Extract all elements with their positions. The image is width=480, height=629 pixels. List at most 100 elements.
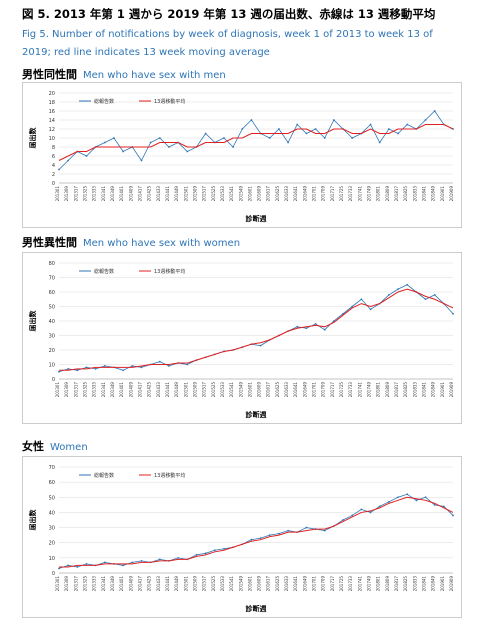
data-point <box>232 146 234 148</box>
section-subtitle: Men who have sex with women <box>83 238 241 249</box>
y-tick-label: 4 <box>52 163 55 169</box>
data-point <box>424 298 427 301</box>
x-tick-label: 201449 <box>174 382 179 398</box>
data-point <box>158 558 161 561</box>
data-point <box>58 168 60 171</box>
y-tick-label: 12 <box>49 127 55 133</box>
x-tick-label: 201733 <box>348 576 353 592</box>
x-tick-label: 201409 <box>128 576 133 592</box>
x-tick-label: 201325 <box>82 382 87 398</box>
data-point <box>424 496 427 499</box>
data-point <box>351 137 354 139</box>
x-tick-label: 201709 <box>321 382 326 398</box>
y-tick-label: 20 <box>49 541 55 547</box>
data-point <box>85 563 88 565</box>
x-tick-label: 201401 <box>119 186 124 202</box>
x-tick-label: 201649 <box>302 576 307 592</box>
x-tick-label: 201749 <box>367 186 372 202</box>
y-tick-label: 50 <box>49 305 55 311</box>
data-point <box>369 123 372 126</box>
x-tick-label: 201749 <box>367 382 372 398</box>
section-subtitle: Men who have sex with men <box>83 70 226 81</box>
data-point <box>67 159 70 162</box>
data-point <box>452 312 454 315</box>
data-point <box>387 128 390 130</box>
series-line <box>59 288 454 371</box>
x-tick-label: 201541 <box>229 382 234 398</box>
data-point <box>424 119 427 121</box>
y-tick-label: 10 <box>49 556 55 562</box>
x-tick-label: 201717 <box>330 576 335 592</box>
data-point <box>122 150 125 153</box>
figure-title: 図 5. 2013 年第 1 週から 2019 年第 13 週の届出数、赤線は … <box>22 7 436 21</box>
data-point <box>58 567 60 570</box>
x-tick-label: 201549 <box>238 186 243 202</box>
x-tick-label: 201533 <box>220 382 225 398</box>
x-axis-label: 診断週 <box>246 410 267 419</box>
x-tick-label: 201333 <box>92 186 97 202</box>
x-tick-label: 201849 <box>431 576 436 592</box>
x-tick-label: 201841 <box>422 576 427 592</box>
y-tick-label: 40 <box>49 319 55 325</box>
legend-label: 総報告数 <box>94 268 114 275</box>
x-tick-label: 201317 <box>73 186 78 202</box>
y-tick-label: 70 <box>49 276 55 282</box>
x-tick-label: 201901 <box>440 576 445 592</box>
x-tick-label: 201425 <box>147 186 152 202</box>
data-point <box>360 508 363 511</box>
x-tick-label: 201709 <box>321 186 326 202</box>
x-tick-label: 201449 <box>174 576 179 592</box>
data-point <box>168 146 170 148</box>
x-tick-label: 201841 <box>422 382 427 398</box>
x-tick-label: 201549 <box>238 382 243 398</box>
section-heading: 女性 Women <box>22 438 88 454</box>
x-tick-label: 201309 <box>64 382 69 398</box>
x-tick-label: 201517 <box>202 382 207 398</box>
data-point <box>213 549 216 552</box>
y-tick-label: 18 <box>49 100 55 106</box>
x-tick-label: 201417 <box>137 382 142 398</box>
x-tick-label: 201617 <box>266 382 271 398</box>
data-point <box>149 141 152 144</box>
figure-subtitle: Fig 5. Number of notifications by week o… <box>22 29 433 58</box>
x-tick-label: 201601 <box>247 576 252 592</box>
data-point <box>268 534 271 537</box>
y-tick-label: 14 <box>49 118 55 124</box>
data-point <box>223 137 225 139</box>
data-point <box>85 155 88 157</box>
data-point <box>397 288 399 290</box>
x-tick-label: 201417 <box>137 186 142 202</box>
x-tick-label: 201701 <box>312 576 317 592</box>
data-point <box>332 119 335 121</box>
x-tick-label: 201633 <box>284 382 289 398</box>
x-tick-label: 201749 <box>367 576 372 592</box>
data-point <box>85 366 88 369</box>
data-point <box>140 559 143 562</box>
data-point <box>177 556 180 559</box>
data-point <box>332 320 335 322</box>
x-tick-label: 201909 <box>449 186 454 202</box>
data-point <box>342 312 344 315</box>
x-tick-label: 201641 <box>293 382 298 398</box>
section-heading: 男性同性間 Men who have sex with men <box>22 66 226 82</box>
data-point <box>369 308 372 311</box>
y-tick-label: 60 <box>49 480 55 486</box>
y-tick-label: 30 <box>49 334 55 340</box>
x-tick-label: 201909 <box>449 576 454 592</box>
x-tick-label: 201341 <box>101 576 106 592</box>
y-axis-label: 届出数 <box>28 127 37 149</box>
data-point <box>351 305 354 308</box>
x-tick-label: 201741 <box>357 382 362 398</box>
x-tick-label: 201541 <box>229 576 234 592</box>
data-point <box>433 110 436 112</box>
x-tick-label: 201401 <box>119 382 124 398</box>
x-tick-label: 201601 <box>247 186 252 202</box>
y-tick-label: 0 <box>52 377 55 383</box>
x-tick-label: 201325 <box>82 576 87 592</box>
data-point <box>387 500 390 503</box>
x-tick-label: 201701 <box>312 186 317 202</box>
x-tick-label: 201525 <box>211 186 216 202</box>
x-tick-label: 201649 <box>302 382 307 398</box>
legend-label: 13週移動平均 <box>154 472 185 479</box>
section-title: 男性異性間 <box>22 236 77 249</box>
